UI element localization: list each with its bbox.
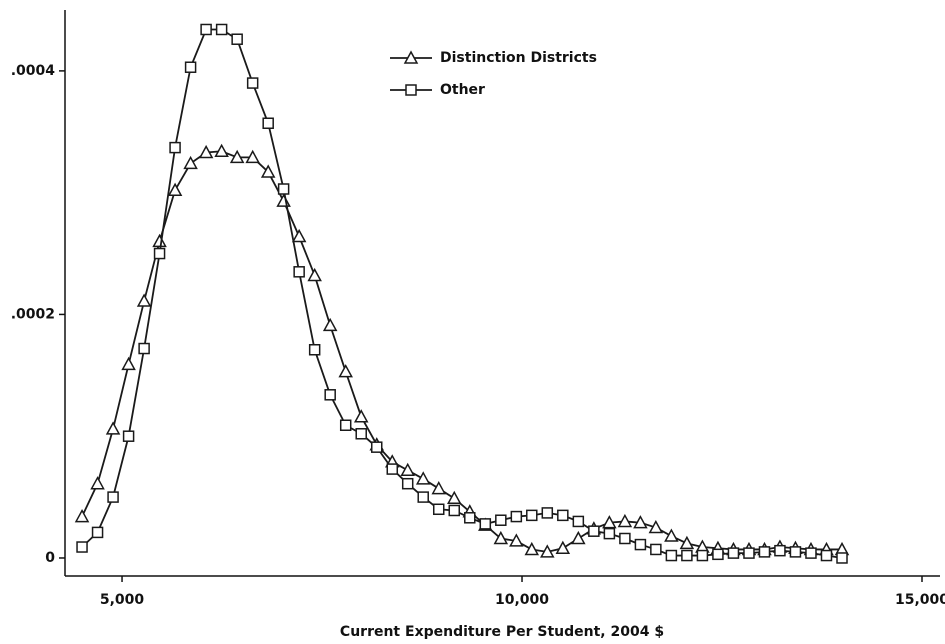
marker xyxy=(446,490,462,505)
marker xyxy=(417,491,429,503)
marker xyxy=(262,117,274,129)
marker xyxy=(214,143,229,158)
marker xyxy=(681,549,693,562)
marker xyxy=(167,182,183,196)
marker xyxy=(229,149,245,164)
marker xyxy=(152,233,167,248)
marker xyxy=(122,430,135,442)
x-tick-label: 15,000 xyxy=(895,592,945,608)
marker xyxy=(245,149,260,164)
marker xyxy=(431,481,447,495)
marker xyxy=(184,61,197,73)
x-tick-label: 10,000 xyxy=(495,592,549,608)
legend-marker xyxy=(403,50,419,64)
marker xyxy=(355,428,367,440)
marker xyxy=(820,549,833,562)
series-line xyxy=(81,28,843,559)
marker xyxy=(105,421,121,435)
marker xyxy=(260,164,276,178)
legend-label: Other xyxy=(440,82,485,98)
marker xyxy=(789,546,802,558)
marker xyxy=(339,419,352,431)
marker xyxy=(322,317,338,332)
marker xyxy=(291,228,307,243)
marker xyxy=(572,515,585,528)
marker xyxy=(400,462,415,477)
marker xyxy=(308,343,321,356)
y-tick-label: 0 xyxy=(45,550,55,566)
marker xyxy=(619,532,631,545)
marker xyxy=(138,342,150,355)
marker xyxy=(432,503,445,516)
marker xyxy=(276,193,291,207)
marker xyxy=(758,546,771,558)
marker xyxy=(836,552,848,564)
marker xyxy=(91,526,104,539)
marker xyxy=(353,409,369,423)
marker xyxy=(307,267,322,282)
marker xyxy=(198,144,214,159)
x-axis-label: Current Expenditure Per Student, 2004 $ xyxy=(340,624,664,640)
marker xyxy=(324,389,336,401)
marker xyxy=(524,541,540,556)
marker xyxy=(541,507,554,519)
marker xyxy=(495,514,507,526)
marker xyxy=(743,547,755,559)
marker xyxy=(805,547,817,559)
marker xyxy=(510,510,523,523)
marker xyxy=(665,549,678,562)
marker xyxy=(588,525,600,537)
x-tick-label: 5,000 xyxy=(100,592,145,608)
marker xyxy=(633,515,648,529)
marker xyxy=(338,364,353,378)
marker xyxy=(602,515,617,529)
marker xyxy=(169,141,181,154)
marker xyxy=(107,491,119,503)
marker xyxy=(448,504,461,517)
legend-marker xyxy=(405,84,417,96)
marker xyxy=(634,538,647,551)
marker xyxy=(679,535,695,550)
marker xyxy=(555,540,571,554)
marker xyxy=(277,183,290,195)
marker xyxy=(464,512,476,524)
marker xyxy=(650,543,662,556)
marker xyxy=(246,77,259,89)
marker xyxy=(493,530,509,545)
marker xyxy=(183,155,198,170)
y-tick-label: .0004 xyxy=(11,63,56,79)
marker xyxy=(401,477,414,490)
marker xyxy=(727,547,740,559)
marker xyxy=(136,293,152,307)
legend-label: Distinction Districts xyxy=(440,50,597,66)
marker xyxy=(90,476,105,490)
marker xyxy=(774,544,786,557)
marker xyxy=(121,356,136,371)
marker xyxy=(648,519,664,534)
marker xyxy=(231,33,243,45)
marker xyxy=(74,509,90,523)
marker xyxy=(215,23,228,36)
marker xyxy=(571,530,586,545)
marker xyxy=(617,513,633,528)
marker xyxy=(540,544,555,558)
marker xyxy=(696,549,709,562)
marker xyxy=(153,247,166,260)
marker xyxy=(370,441,383,453)
marker xyxy=(712,548,724,561)
marker xyxy=(664,528,679,542)
marker xyxy=(76,541,88,553)
marker xyxy=(293,266,305,278)
series-line xyxy=(81,150,843,553)
marker xyxy=(415,471,431,485)
marker xyxy=(526,509,538,522)
marker xyxy=(603,527,616,540)
marker xyxy=(557,509,569,522)
marker xyxy=(200,23,212,36)
marker xyxy=(509,533,524,547)
y-tick-label: .0002 xyxy=(11,306,55,322)
marker xyxy=(386,463,399,475)
marker xyxy=(479,518,492,530)
